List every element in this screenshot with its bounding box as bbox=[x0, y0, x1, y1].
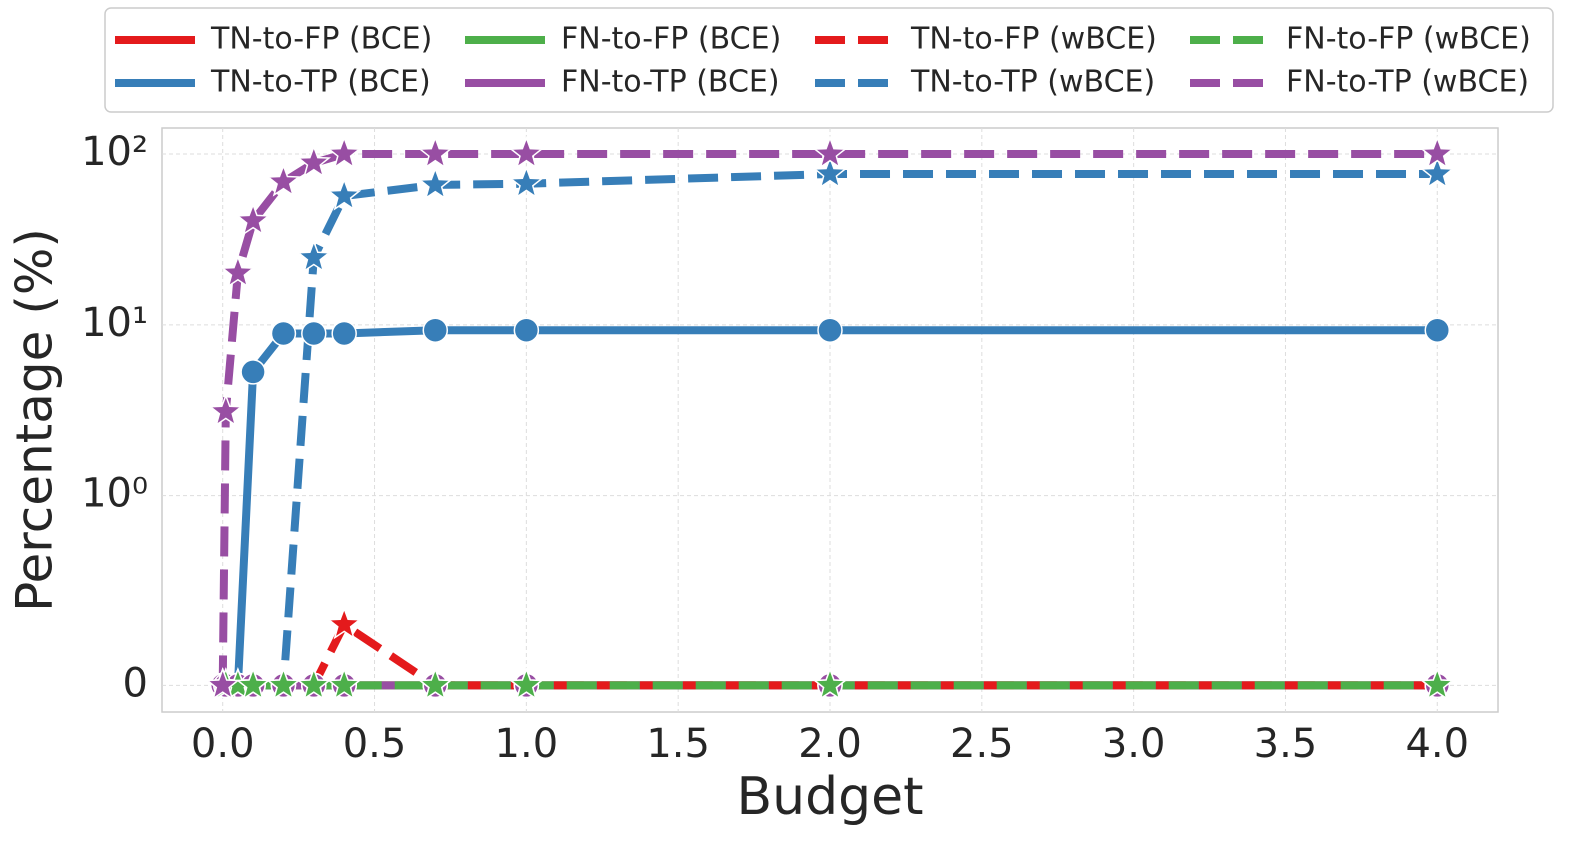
star-marker bbox=[205, 667, 240, 701]
circle-marker bbox=[301, 320, 327, 347]
legend-label: FN-to-TP (BCE) bbox=[561, 65, 780, 100]
legend-label: TN-to-FP (BCE) bbox=[210, 22, 432, 57]
star-marker bbox=[509, 135, 544, 169]
star-marker bbox=[326, 177, 362, 211]
x-tick-label: 1.0 bbox=[495, 721, 559, 767]
star-marker bbox=[296, 144, 332, 178]
star-marker bbox=[418, 667, 453, 701]
series-line bbox=[218, 150, 1438, 686]
circle-marker bbox=[513, 317, 540, 343]
x-tick-label: 0.5 bbox=[343, 721, 407, 767]
circle-marker bbox=[240, 359, 266, 385]
star-marker bbox=[418, 135, 453, 169]
y-axis-label: Percentage (%) bbox=[6, 228, 64, 612]
y-tick-label: 10² bbox=[81, 129, 148, 175]
circle-marker bbox=[422, 317, 449, 343]
star-marker bbox=[326, 135, 362, 169]
y-tick-label: 10¹ bbox=[81, 300, 148, 346]
star-marker bbox=[266, 667, 301, 701]
x-tick-label: 1.5 bbox=[646, 721, 710, 767]
legend-label: FN-to-FP (BCE) bbox=[561, 22, 781, 57]
star-marker bbox=[235, 202, 271, 236]
star-marker bbox=[296, 239, 332, 273]
legend-label: TN-to-TP (BCE) bbox=[210, 65, 431, 100]
y-tick-label: 0 bbox=[123, 660, 148, 706]
star-marker bbox=[812, 155, 848, 189]
star-marker bbox=[1420, 135, 1455, 169]
x-tick-label: 2.5 bbox=[950, 721, 1014, 767]
legend-label: TN-to-TP (wBCE) bbox=[910, 65, 1155, 100]
legend-label: FN-to-TP (wBCE) bbox=[1286, 65, 1529, 100]
star-marker bbox=[1420, 667, 1455, 701]
star-marker bbox=[326, 606, 362, 640]
x-tick-label: 3.0 bbox=[1102, 721, 1166, 767]
star-marker bbox=[1420, 155, 1455, 189]
star-marker bbox=[509, 165, 544, 199]
x-tick-label: 0.0 bbox=[191, 721, 255, 767]
star-marker bbox=[220, 254, 256, 288]
star-marker bbox=[509, 667, 544, 701]
star-marker bbox=[326, 667, 362, 701]
circle-marker bbox=[270, 320, 297, 347]
star-marker bbox=[812, 667, 848, 701]
circle-marker bbox=[1424, 317, 1451, 343]
legend-label: TN-to-FP (wBCE) bbox=[910, 22, 1157, 57]
star-marker bbox=[235, 667, 271, 701]
x-tick-label: 2.0 bbox=[798, 721, 862, 767]
x-tick-label: 3.5 bbox=[1254, 721, 1318, 767]
x-axis-label: Budget bbox=[736, 767, 923, 827]
star-marker bbox=[266, 163, 301, 197]
circle-marker bbox=[817, 317, 843, 343]
x-tick-label: 4.0 bbox=[1405, 721, 1469, 767]
star-marker bbox=[208, 393, 244, 427]
y-tick-label: 10⁰ bbox=[81, 471, 148, 517]
star-marker bbox=[296, 667, 332, 701]
legend-label: FN-to-FP (wBCE) bbox=[1286, 22, 1531, 57]
circle-marker bbox=[331, 320, 357, 347]
star-marker bbox=[812, 135, 848, 169]
star-marker bbox=[418, 166, 453, 200]
